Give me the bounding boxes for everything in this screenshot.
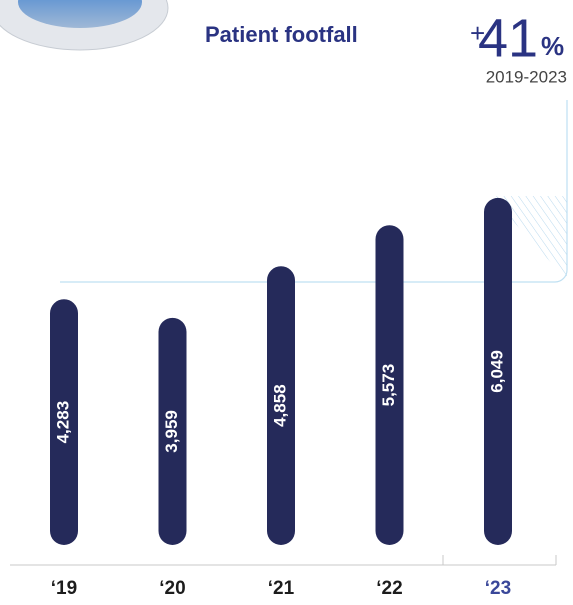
value-label: 4,283 [53, 401, 72, 444]
value-label: 5,573 [379, 364, 398, 407]
x-tick-label: ‘22 [376, 578, 402, 599]
bar [484, 197, 512, 545]
bar [267, 266, 295, 545]
bar [375, 225, 404, 545]
value-label: 3,959 [162, 410, 181, 453]
x-tick-label: ‘20 [159, 578, 185, 599]
x-tick-label: ‘19 [51, 578, 77, 599]
x-tick-label: ‘23 [485, 578, 511, 599]
period: 2019-2023 [486, 67, 567, 86]
value-label: 4,858 [270, 384, 289, 427]
change-number: 41 [478, 8, 538, 68]
bar [50, 299, 78, 545]
value-label: 6,049 [487, 350, 506, 393]
chart-title: Patient footfall [205, 22, 358, 47]
bar [158, 317, 187, 545]
x-tick-label: ‘21 [268, 578, 295, 599]
change-sign: + [470, 18, 485, 48]
change-unit: % [541, 31, 564, 61]
